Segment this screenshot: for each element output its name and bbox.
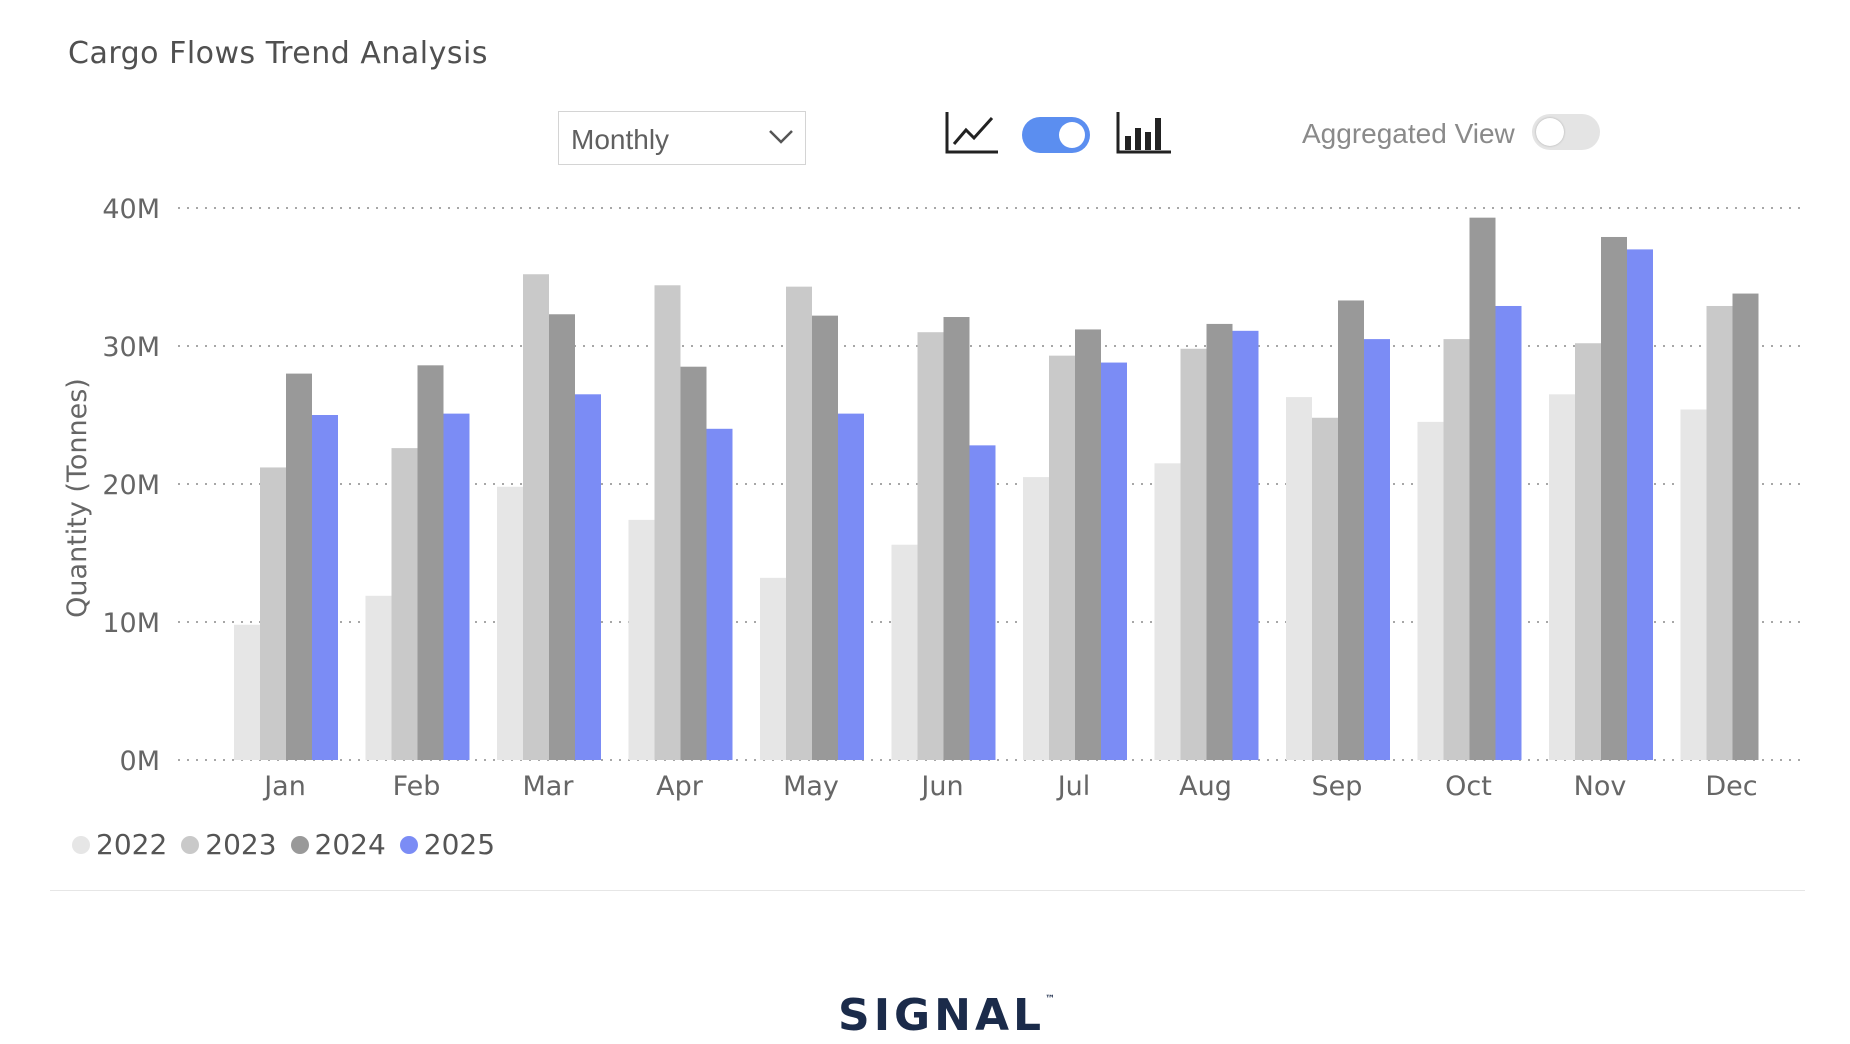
bar-chart: 0M 10M 20M 30M 40M Quantity (Tonnes) Jan Feb Mar… [62, 194, 1805, 802]
trademark-mark: ™ [1045, 994, 1056, 1005]
bar-2024-mar [549, 314, 575, 760]
bar-2024-nov [1601, 236, 1627, 761]
bar-2025-jul [1101, 362, 1127, 760]
legend-swatch [290, 835, 309, 854]
legend-item-2022[interactable]: 2022 [72, 828, 167, 861]
bar-2024-oct [1469, 217, 1496, 760]
bar-2023-apr [654, 285, 681, 760]
bar-2022-nov [1549, 394, 1575, 760]
bar-2022-oct [1417, 421, 1444, 760]
bar-2022-jun [891, 544, 918, 760]
legend-swatch [399, 835, 418, 854]
legend-item-2024[interactable]: 2024 [290, 828, 386, 861]
bar-2025-aug [1232, 330, 1259, 760]
bar-2022-apr [628, 519, 655, 760]
y-tick-label: 30M [102, 332, 160, 363]
bar-2025-nov [1627, 249, 1653, 760]
bar-2023-nov [1575, 343, 1601, 760]
bar-2022-jan [234, 624, 260, 760]
legend-label: 2023 [205, 828, 277, 861]
bar-2022-feb [365, 595, 392, 760]
x-tick-label: Aug [1179, 771, 1232, 802]
bar-2023-jul [1049, 355, 1075, 760]
bar-2022-dec [1680, 409, 1707, 760]
bar-2025-jan [312, 415, 338, 760]
page-title: Cargo Flows Trend Analysis [68, 36, 488, 71]
y-tick-label: 20M [102, 470, 160, 501]
legend-swatch [181, 835, 200, 854]
y-axis-label: Quantity (Tonnes) [62, 378, 93, 618]
x-tick-label: Mar [523, 771, 575, 802]
period-dropdown-value: Monthly [571, 124, 670, 155]
bar-2024-feb [417, 365, 444, 760]
chart-legend: 2022 2023 2024 2025 [72, 828, 495, 861]
y-tick-label: 0M [120, 746, 160, 777]
chart-type-toggle[interactable] [1022, 117, 1090, 153]
bar-2024-dec [1732, 293, 1759, 760]
x-tick-label: Jul [1056, 771, 1091, 802]
legend-item-2023[interactable]: 2023 [181, 828, 277, 861]
chevron-down-icon [769, 130, 793, 144]
x-tick-label: Dec [1705, 771, 1757, 802]
x-tick-label: Jun [919, 771, 963, 802]
bar-2025-apr [706, 428, 733, 760]
divider [50, 890, 1805, 891]
bar-2022-sep [1286, 397, 1312, 760]
bar-2022-jul [1023, 477, 1049, 760]
bar-2024-sep [1338, 300, 1364, 760]
bar-2025-feb [443, 413, 470, 760]
legend-label: 2022 [96, 828, 168, 861]
aggregated-view-toggle[interactable] [1532, 114, 1600, 150]
bar-2024-jun [943, 317, 970, 760]
legend-swatch [72, 835, 90, 854]
line-chart-icon[interactable] [944, 110, 1000, 156]
x-tick-label: Jan [262, 771, 306, 802]
x-tick-label: May [783, 771, 839, 802]
toggle-knob [1059, 122, 1085, 148]
legend-label: 2025 [423, 828, 496, 861]
y-tick-label: 10M [102, 608, 160, 639]
x-tick-label: Sep [1312, 771, 1363, 802]
bar-2023-feb [391, 448, 418, 760]
bar-2022-mar [497, 486, 523, 760]
bar-2024-may [812, 315, 838, 760]
bar-2024-jan [286, 373, 312, 760]
aggregated-view-label: Aggregated View [1302, 118, 1515, 149]
bar-2024-apr [680, 366, 707, 760]
signal-logo: SIGNAL™ [838, 990, 1055, 1041]
bar-2023-sep [1312, 417, 1338, 760]
bar-chart-icon[interactable] [1115, 110, 1173, 156]
bar-2023-oct [1443, 339, 1470, 760]
bar-2023-may [786, 286, 812, 760]
bar-2023-jun [917, 332, 944, 760]
bar-2025-oct [1495, 305, 1522, 760]
toggle-knob [1536, 118, 1564, 146]
legend-label: 2024 [314, 828, 386, 861]
bar-2023-aug [1180, 348, 1207, 760]
y-tick-label: 40M [102, 194, 160, 225]
x-tick-label: Feb [393, 771, 441, 802]
x-tick-label: Nov [1574, 771, 1627, 802]
legend-item-2025[interactable]: 2025 [399, 828, 496, 861]
logo-text: SIGNAL [838, 990, 1046, 1041]
bar-2025-may [838, 413, 864, 760]
bar-2024-jul [1075, 329, 1101, 760]
x-tick-label: Apr [656, 771, 704, 802]
bar-2023-mar [523, 274, 549, 760]
x-tick-label: Oct [1445, 771, 1492, 802]
bar-2023-jan [260, 467, 286, 760]
bar-2025-mar [575, 394, 601, 760]
bar-2022-may [760, 577, 786, 760]
bar-2025-jun [969, 445, 996, 760]
bar-2023-dec [1706, 305, 1733, 760]
bar-2025-sep [1364, 339, 1390, 760]
period-dropdown[interactable]: Monthly [558, 111, 806, 165]
bar-2022-aug [1154, 463, 1181, 760]
bar-2024-aug [1206, 323, 1233, 760]
